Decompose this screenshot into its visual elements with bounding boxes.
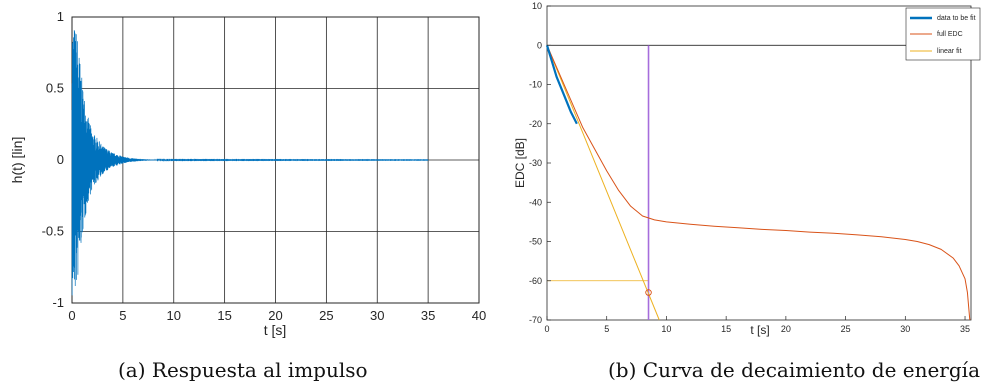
- impulse-x-tick-label: 5: [119, 308, 126, 323]
- edc-y-tick-label: 10: [532, 1, 542, 11]
- edc-line-full-edc: [546, 45, 971, 321]
- edc-tick-labels: 0 5 10 15 20 25 30 35 -70 -60 -50 -40 -30 -20 -10 0 10: [529, 1, 970, 334]
- impulse-x-tick-label: 20: [268, 308, 282, 323]
- edc-line-linear-fit: [546, 45, 660, 321]
- legend-label-linear-fit: linear fit: [937, 48, 962, 55]
- impulse-y-tick-label: 1: [57, 9, 64, 24]
- edc-x-tick-label: 25: [841, 324, 851, 334]
- impulse-y-tick-label: 0: [57, 152, 64, 167]
- caption-edc: (b) Curva de decaimiento de energía: [608, 358, 980, 382]
- impulse-signal-line: [71, 30, 429, 296]
- impulse-x-tick-label: 35: [421, 308, 435, 323]
- edc-plot-area: [546, 5, 972, 321]
- edc-chart: 0 5 10 15 20 25 30 35 -70 -60 -50 -40 -30 -20 -10 0 10 t…: [513, 1, 981, 337]
- caption-impulse: (a) Respuesta al impulso: [118, 358, 368, 382]
- impulse-x-tick-label: 15: [217, 308, 231, 323]
- legend-label-full-edc: full EDC: [937, 31, 963, 38]
- impulse-x-tick-label: 40: [472, 308, 486, 323]
- impulse-y-tick-label: -0.5: [42, 224, 64, 239]
- impulse-x-tick-label: 30: [370, 308, 384, 323]
- impulse-x-tick-label: 10: [167, 308, 181, 323]
- edc-y-tick-label: -40: [529, 197, 542, 207]
- edc-y-tick-label: -60: [529, 276, 542, 286]
- edc-x-tick-label: 30: [900, 324, 910, 334]
- impulse-y-axis-label: h(t) [lin]: [9, 137, 25, 184]
- impulse-signal: [71, 30, 429, 296]
- edc-series: [545, 44, 971, 321]
- impulse-y-tick-label: 0.5: [46, 81, 64, 96]
- edc-y-tick-label: 0: [537, 40, 542, 50]
- edc-x-tick-label: 15: [721, 324, 731, 334]
- edc-y-tick-label: -10: [529, 80, 542, 90]
- edc-x-tick-label: 20: [781, 324, 791, 334]
- edc-legend: data to be fit full EDC linear fit: [905, 7, 981, 61]
- edc-y-tick-label: -70: [529, 315, 542, 325]
- edc-y-tick-label: -20: [529, 119, 542, 129]
- edc-y-tick-label: -30: [529, 158, 542, 168]
- impulse-y-tick-label: -1: [52, 295, 64, 310]
- impulse-x-tick-label: 0: [68, 308, 75, 323]
- edc-x-tick-label: 5: [604, 324, 609, 334]
- edc-x-axis-label: t [s]: [750, 323, 769, 337]
- edc-x-tick-label: 0: [544, 324, 549, 334]
- edc-line-data-to-be-fit: [545, 44, 578, 125]
- edc-intersection-marker: [645, 289, 652, 296]
- edc-y-axis-label: EDC [dB]: [513, 138, 527, 188]
- edc-x-tick-label: 10: [661, 324, 671, 334]
- legend-label-data-to-be-fit: data to be fit: [937, 15, 976, 22]
- impulse-x-tick-label: 25: [319, 308, 333, 323]
- edc-y-tick-label: -50: [529, 237, 542, 247]
- impulse-tick-labels: 0 5 10 15 20 25 30 35 40 -1 -0.5 0 0.5 1: [42, 9, 487, 323]
- impulse-response-chart: 0 5 10 15 20 25 30 35 40 -1 -0.5 0 0.5 1 t [s] h(t) […: [9, 9, 486, 338]
- impulse-x-axis-label: t [s]: [264, 322, 287, 338]
- edc-x-tick-label: 35: [960, 324, 970, 334]
